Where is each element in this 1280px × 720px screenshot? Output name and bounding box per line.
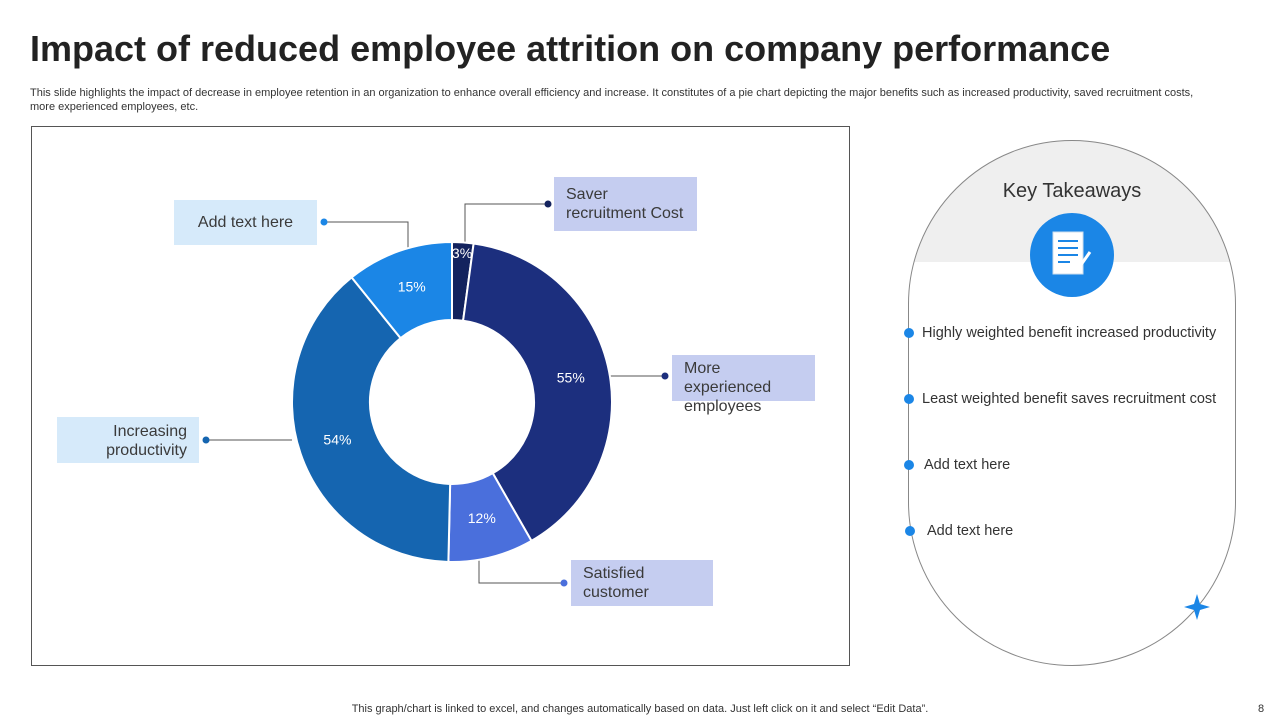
slice: [350, 240, 453, 340]
donut: 3% 55% 12% 54% 15%: [291, 240, 613, 563]
footer: This graph/chart is linked to excel, and…: [351, 703, 929, 715]
slice: [291, 275, 452, 563]
value-label: 54%: [323, 432, 351, 448]
callout: Add text here: [174, 200, 317, 245]
takeaway: Add text here: [924, 457, 1011, 473]
panel-title: Key Takeaways: [1002, 180, 1142, 202]
callout: Saver recruitment Cost: [554, 177, 697, 231]
takeaway: Least weighted benefit saves recruitment…: [922, 391, 1217, 407]
value-label: 3%: [452, 245, 472, 261]
callout: Increasing productivity: [57, 417, 199, 463]
value-label: 12%: [468, 510, 496, 526]
value-label: 55%: [557, 370, 585, 386]
star: [1184, 594, 1210, 620]
takeaway: Add text here: [927, 523, 1014, 539]
value-label: 15%: [398, 279, 426, 295]
bullet-dots: [904, 328, 915, 536]
leader-lines: [206, 203, 665, 584]
leader-dots: [202, 200, 669, 587]
subtitle: This slide highlights the impact of decr…: [30, 87, 1194, 113]
takeaway: Highly weighted benefit increased produc…: [922, 325, 1217, 341]
callout: More experienced employees: [672, 355, 815, 415]
title: Impact of reduced employee attrition on …: [30, 28, 1111, 69]
page-number: 8: [1258, 703, 1265, 715]
slice: [461, 242, 613, 543]
chart-frame: [31, 126, 850, 666]
document-icon: [1052, 231, 1092, 275]
callout: Satisfied customer: [571, 560, 713, 606]
